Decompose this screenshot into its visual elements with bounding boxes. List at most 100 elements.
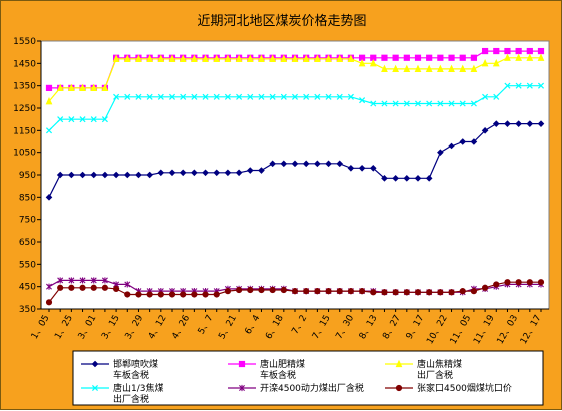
data-point — [235, 54, 243, 62]
data-point — [336, 54, 344, 62]
data-point — [403, 54, 410, 61]
data-point — [91, 360, 99, 368]
data-point — [437, 289, 444, 296]
data-point — [112, 171, 120, 179]
data-point — [224, 54, 232, 62]
data-point — [515, 120, 522, 127]
data-point — [224, 93, 231, 100]
data-point — [313, 54, 321, 62]
data-point — [135, 291, 142, 298]
x-tick-label: 10、22 — [425, 314, 450, 347]
data-point — [436, 64, 444, 73]
data-point — [403, 100, 410, 107]
y-tick-label: 1550 — [13, 37, 36, 47]
data-point — [437, 149, 444, 156]
data-point — [213, 169, 221, 177]
data-point — [437, 100, 444, 107]
data-point — [56, 83, 64, 91]
data-point — [258, 93, 265, 100]
y-tick-label: 850 — [19, 193, 36, 203]
data-point — [504, 279, 511, 286]
data-point — [235, 169, 243, 177]
data-point — [68, 284, 75, 291]
data-point — [314, 93, 321, 100]
data-point — [190, 54, 198, 62]
legend-entries: 邯郸喷吹煤车板含税唐山肥精煤车板含税唐山焦精煤出厂含税唐山1/3焦煤出厂含税开滦… — [81, 358, 512, 405]
data-point — [470, 288, 478, 295]
data-point — [336, 288, 343, 295]
y-tick-label: 1050 — [13, 149, 36, 159]
data-point — [246, 54, 254, 62]
data-point — [238, 360, 246, 368]
data-point — [325, 288, 332, 295]
data-point — [425, 175, 433, 182]
x-tick-label: 3、29 — [124, 313, 146, 341]
data-point — [135, 93, 142, 100]
data-point — [336, 160, 344, 168]
data-point — [146, 93, 153, 100]
data-point — [239, 384, 245, 392]
legend-note: 出厂含税 — [417, 369, 453, 381]
data-point — [269, 160, 276, 168]
data-point — [481, 284, 489, 291]
data-point — [168, 93, 176, 100]
data-point — [325, 160, 332, 168]
data-point — [124, 291, 131, 298]
data-point — [280, 54, 288, 62]
data-point — [191, 169, 198, 177]
data-point — [459, 138, 467, 145]
legend-note: 车板含税 — [113, 369, 149, 381]
y-tick-label: 1450 — [13, 59, 36, 69]
data-point — [101, 116, 108, 123]
legend-note: 出厂含税 — [113, 393, 149, 405]
data-point — [526, 53, 534, 61]
legend-entry: 开滦4500动力煤出厂含税 — [228, 382, 364, 394]
data-point — [124, 281, 131, 288]
data-point — [135, 171, 142, 179]
data-point — [425, 64, 433, 73]
data-point — [358, 164, 366, 172]
data-point — [45, 194, 53, 201]
x-tick-label: 8、27 — [381, 314, 403, 342]
x-axis: 1、05 1、25 3、01 3、15 3、29 4、12 4、26 5、7 5、21 6、4 6、… — [30, 308, 549, 347]
series-6 — [45, 279, 545, 306]
data-point — [395, 384, 403, 392]
data-point — [303, 93, 310, 100]
series-layer — [45, 47, 545, 306]
legend-entry: 张家口4500烟煤坑口价 — [385, 382, 512, 394]
data-point — [392, 175, 399, 182]
data-point — [68, 116, 75, 123]
data-point — [135, 54, 142, 62]
x-tick-label: 11、05 — [449, 314, 474, 347]
data-point — [123, 171, 131, 179]
data-point — [470, 138, 478, 145]
data-point — [426, 289, 433, 296]
data-point — [537, 120, 545, 127]
data-point — [90, 277, 97, 284]
data-point — [157, 54, 165, 62]
data-point — [91, 384, 99, 392]
series-3 — [45, 53, 545, 105]
data-point — [537, 82, 545, 89]
data-point — [526, 82, 533, 89]
data-point — [459, 64, 467, 73]
x-tick-label: 5、7 — [197, 314, 216, 337]
y-axis: 350 450 550 650 750 850 950 1050 1150 1250 1350 145… — [13, 37, 42, 315]
data-point — [369, 59, 377, 67]
series-1 — [45, 120, 545, 201]
data-point — [526, 120, 534, 127]
data-point — [426, 100, 433, 107]
data-point — [202, 291, 209, 298]
y-tick-label: 950 — [19, 171, 36, 181]
data-point — [291, 288, 299, 295]
legend-note: 车板含税 — [260, 369, 296, 381]
data-point — [45, 84, 53, 92]
data-point — [79, 83, 86, 91]
x-tick-label: 1、25 — [53, 314, 75, 342]
data-point — [101, 83, 109, 91]
data-point — [359, 97, 366, 104]
data-point — [247, 286, 254, 294]
data-point — [258, 167, 265, 174]
